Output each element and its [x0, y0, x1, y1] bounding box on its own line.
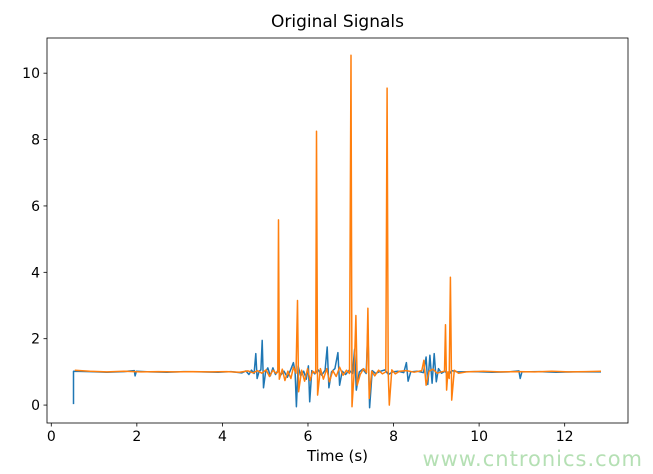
series-signal-2-orange: [74, 54, 602, 408]
x-axis-label: Time (s): [307, 447, 368, 465]
x-tick-label: 4: [218, 429, 227, 445]
x-tick-label: 2: [132, 429, 141, 445]
x-tick-label: 12: [556, 429, 574, 445]
y-tick-label: 0: [31, 398, 40, 414]
y-tick-label: 10: [22, 66, 40, 82]
x-tick-label: 10: [470, 429, 488, 445]
chart-title: Original Signals: [270, 12, 404, 32]
watermark: www.cntronics.com: [422, 447, 643, 471]
x-tick-label: 8: [389, 429, 398, 445]
axes-frame: [46, 37, 629, 424]
y-tick-label: 4: [31, 265, 40, 281]
axes-background: [47, 38, 628, 423]
y-tick-label: 8: [31, 133, 40, 149]
y-tick-label: 2: [31, 332, 40, 348]
x-tick-label: 0: [47, 429, 56, 445]
y-tick-label: 6: [31, 199, 40, 215]
x-tick-label: 6: [304, 429, 313, 445]
